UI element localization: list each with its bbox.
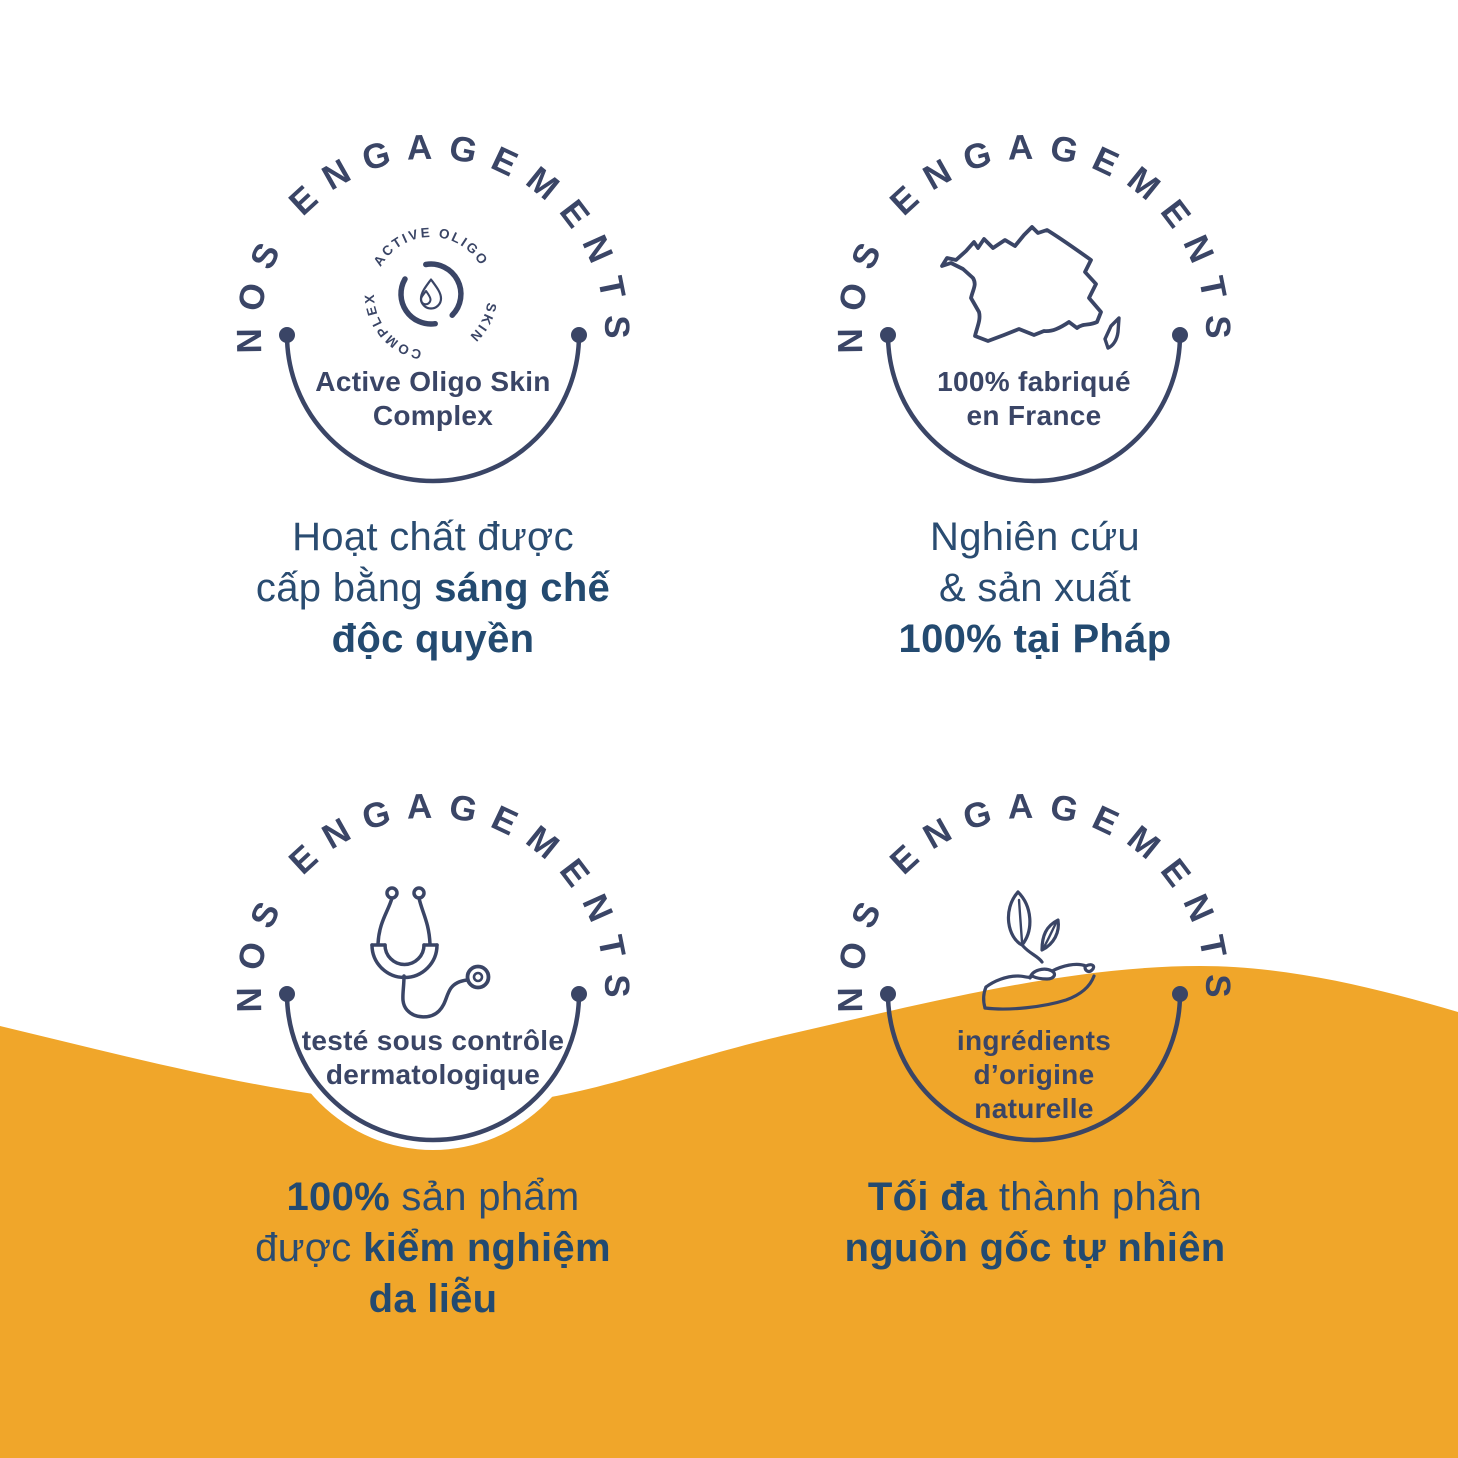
caption-dermatologically-tested: 100% sản phẩm được kiểm nghiệm da liễu bbox=[198, 1172, 668, 1325]
badge-label-line: dermatologique bbox=[325, 1059, 541, 1090]
arc-end-dot-right bbox=[1172, 986, 1188, 1002]
badge-natural-ingredients: NOS ENGAGEMENTS ingrédients d’origine na… bbox=[814, 770, 1254, 1210]
wave-shape bbox=[0, 966, 1458, 1458]
caption-line: & sản xuất bbox=[938, 566, 1131, 610]
ring-text-bottom: COMPLEX bbox=[362, 292, 421, 362]
caption-line: cấp bằng sáng chế bbox=[255, 566, 611, 610]
badge-arc bbox=[284, 334, 582, 484]
badge-label: ingrédients d’origine naturelle bbox=[814, 1024, 1254, 1126]
arc-end-dot-right bbox=[1172, 327, 1188, 343]
caption-line: được kiểm nghiệm bbox=[255, 1226, 611, 1270]
caption-patented-active: Hoạt chất được cấp bằng sáng chế độc quy… bbox=[198, 512, 668, 665]
badge-label: Active Oligo Skin Complex bbox=[213, 365, 653, 433]
caption-line: da liễu bbox=[368, 1277, 498, 1321]
arc-end-dot-right bbox=[571, 327, 587, 343]
caption-line: độc quyền bbox=[331, 617, 535, 661]
caption-line: Tối đa thành phần bbox=[867, 1175, 1203, 1219]
arc-end-dot-left bbox=[880, 986, 896, 1002]
badge-label-line: Complex bbox=[372, 400, 494, 431]
badge-label-line: d’origine bbox=[973, 1059, 1095, 1090]
svg-text:COMPLEX: COMPLEX bbox=[362, 292, 423, 362]
badge-label-line: testé sous contrôle bbox=[301, 1025, 565, 1056]
badge-arc bbox=[885, 334, 1183, 484]
france-map-icon bbox=[940, 225, 1121, 350]
arc-end-dot-left bbox=[279, 327, 295, 343]
badge-label-line: Active Oligo Skin bbox=[315, 366, 551, 397]
badge-made-in-france: NOS ENGAGEMENTS 100% fabriqué en France bbox=[814, 111, 1254, 551]
badge-arc bbox=[284, 993, 582, 1143]
badge-label-line: 100% fabriqué bbox=[937, 366, 1131, 397]
badge-label-line: ingrédients bbox=[956, 1025, 1112, 1056]
badge-label-line: en France bbox=[966, 400, 1102, 431]
badge-white-disk bbox=[273, 830, 593, 1150]
badge-arc-text: NOS ENGAGEMENTS bbox=[831, 127, 1238, 354]
hand-leaf-icon bbox=[982, 890, 1096, 1011]
caption-made-in-france: Nghiên cứu & sản xuất 100% tại Pháp bbox=[800, 512, 1270, 665]
caption-line: Hoạt chất được bbox=[292, 515, 574, 559]
caption-line: 100% sản phẩm bbox=[286, 1175, 580, 1219]
arc-end-dot-left bbox=[880, 327, 896, 343]
badge-active-oligo-complex: NOS ENGAGEMENTS ACTIVE OLIGO SKIN COMPLE… bbox=[213, 111, 653, 551]
arc-end-dot-left bbox=[279, 986, 295, 1002]
caption-line: 100% tại Pháp bbox=[898, 617, 1172, 661]
badge-label-line: naturelle bbox=[974, 1093, 1094, 1124]
caption-line: Nghiên cứu bbox=[930, 515, 1140, 559]
badge-dermatological-test: NOS ENGAGEMENTS testé sous contrôle derm… bbox=[213, 770, 653, 1210]
caption-natural-origin: Tối đa thành phần nguồn gốc tự nhiên bbox=[800, 1172, 1270, 1274]
svg-text:SKIN: SKIN bbox=[466, 301, 499, 345]
arc-end-dot-right bbox=[571, 986, 587, 1002]
badge-label: 100% fabriqué en France bbox=[814, 365, 1254, 433]
badge-arc-text: NOS ENGAGEMENTS bbox=[230, 127, 637, 354]
droplet-icon: ACTIVE OLIGO SKIN COMPLEX bbox=[362, 225, 499, 362]
badge-label: testé sous contrôle dermatologique bbox=[213, 1024, 653, 1092]
stethoscope-icon bbox=[370, 886, 491, 1019]
ring-text-right: SKIN bbox=[466, 301, 497, 345]
badge-arc-text: NOS ENGAGEMENTS bbox=[831, 786, 1238, 1013]
caption-line: nguồn gốc tự nhiên bbox=[844, 1226, 1226, 1270]
badge-arc bbox=[885, 993, 1183, 1143]
